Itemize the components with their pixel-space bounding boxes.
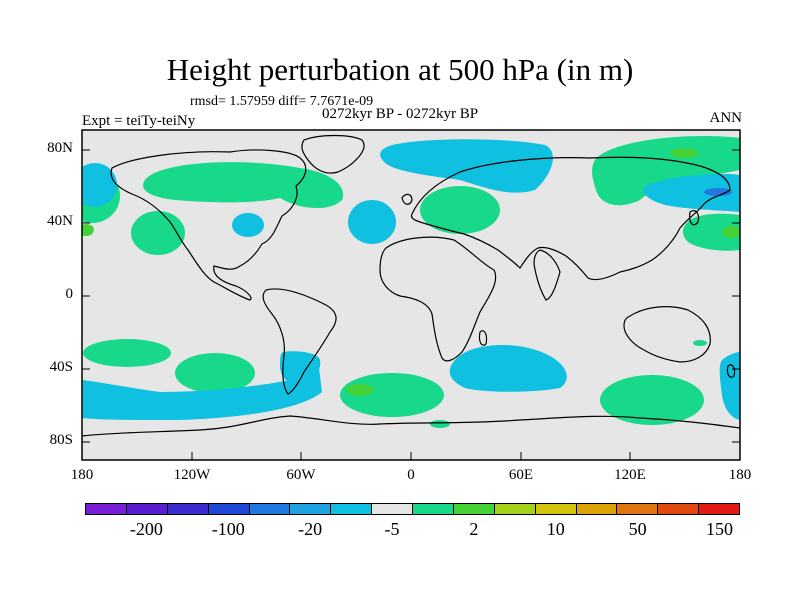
region-mid-atlantic [348,200,396,244]
region-small-aus [693,340,707,346]
australia-coast [623,306,711,363]
region-europe [420,186,500,234]
colorbar-label: 50 [628,519,647,539]
colorbar-box [535,504,577,514]
new-zealand-coast [726,364,736,378]
colorbar-box [617,504,659,514]
region-indian-ocean [449,344,567,392]
south-america-coast [262,288,337,395]
region-atlantic-core [346,384,374,396]
experiment-label: Expt = teiTy-teiNy [82,113,196,129]
region-south-atlantic [340,373,444,417]
africa-coast [379,236,497,362]
colorbar-box [126,504,168,514]
japan-coast [689,210,700,226]
region-canada-arctic [143,162,344,209]
colorbar-label: -200 [129,519,163,539]
region-small-south [430,420,450,428]
antarctica-coast [82,415,740,437]
region-southern-pacific [82,358,322,420]
colorbar-box [331,504,373,514]
colorbar-box [167,504,209,514]
colorbar-label: 10 [546,519,565,539]
madagascar-coast [478,330,488,346]
colorbar-label: 150 [706,519,734,539]
region-north-atlantic [232,213,264,237]
colorbar-box [494,504,536,514]
region-south-pacific-central [175,353,255,393]
region-siberia [380,139,553,193]
colorbar-label: -20 [298,519,323,539]
lat-label-0: 0 [65,286,74,302]
region-pacific-blue [704,188,732,196]
lon-label-60e: 60E [508,467,534,483]
region-north-pacific-east [131,211,185,255]
lon-label-0: 0 [407,467,415,483]
region-arctic-asia [592,136,740,206]
region-patagonia [280,351,321,386]
lon-label-60w: 60W [286,467,316,483]
figure-title: Height perturbation at 500 hPa (in m) [166,52,634,87]
stats-text: rmsd= 1.57959 diff= 7.7671e-09 [190,94,374,109]
region-pacific-west-core [82,224,94,236]
colorbar-box [453,504,495,514]
north-america-coast [110,149,307,301]
axis-ticks [81,149,741,460]
india-coast [533,249,561,301]
region-south-pacific-west [83,339,171,367]
uk-coast [401,193,413,205]
colorbar-label: 2 [469,519,479,539]
contour-fill-layer [82,136,740,428]
colorbar-box [86,504,127,514]
season-label: ANN [709,110,743,126]
eurasia-coast [410,156,731,281]
region-arctic-core [670,148,698,158]
colorbar-label: -100 [211,519,245,539]
colorbar-box [208,504,250,514]
region-pacific-nw-core [722,226,740,238]
colorbar-box [413,504,454,514]
lon-label-180e: 180 [728,467,752,483]
colorbar-box [658,504,700,514]
colorbar-box [576,504,618,514]
colorbar-box [290,504,332,514]
lat-label-80s: 80S [49,432,73,448]
lat-label-40n: 40N [47,213,73,229]
lat-label-40s: 40S [49,359,73,375]
period-text: 0272kyr BP - 0272kyr BP [322,106,479,122]
colorbar [85,503,740,515]
colorbar-label: -5 [384,519,400,539]
colorbar-box [372,504,413,514]
region-alaska [82,163,117,207]
lon-label-120e: 120E [614,467,646,483]
colorbar-box [249,504,291,514]
region-north-pacific-east-neg [643,173,740,212]
coastlines [82,134,740,437]
lat-label-80n: 80N [47,140,73,156]
region-indian-south [600,375,704,425]
lon-label-120w: 120W [173,467,211,483]
lon-label-180w: 180 [70,467,94,483]
greenland-coast [301,134,365,174]
colorbar-box [699,504,739,514]
